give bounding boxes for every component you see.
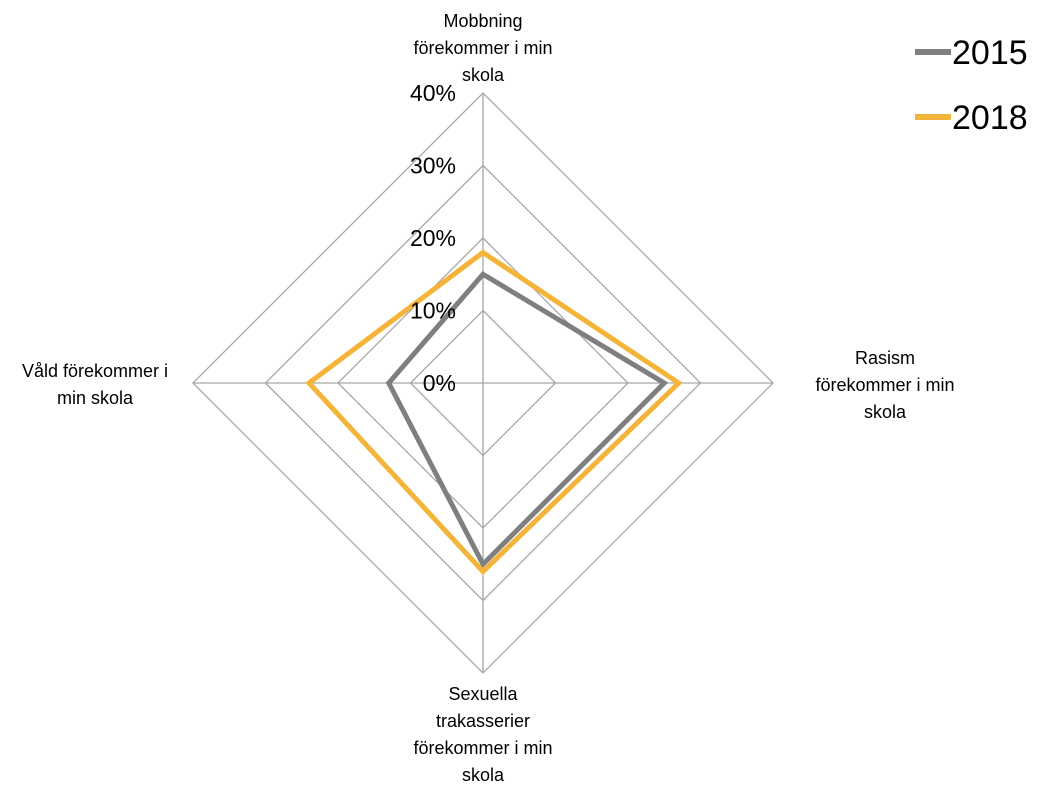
- category-label: Mobbning förekommer i min skola: [413, 11, 552, 85]
- series-line-2018: [305, 249, 683, 576]
- tick-label: 20%: [410, 225, 456, 251]
- category-label: Rasism förekommer i min skola: [815, 348, 954, 422]
- series-layer: [305, 249, 683, 576]
- tick-label: 30%: [410, 153, 456, 179]
- tick-label: 40%: [410, 80, 456, 106]
- legend-label-2015: 2015: [952, 34, 1028, 72]
- legend-label-2018: 2018: [952, 99, 1028, 137]
- radial-tick-labels: 0% 10% 20% 30% 40%: [410, 80, 456, 396]
- tick-label: 0%: [423, 370, 456, 396]
- radar-spokes: [193, 93, 773, 673]
- tick-label: 10%: [410, 298, 456, 324]
- category-label: Sexuella trakasserier förekommer i min skol…: [413, 684, 552, 785]
- series-line-2015: [385, 271, 669, 569]
- category-labels: Mobbning förekommer i min skola Rasism förek…: [22, 11, 955, 785]
- category-label: Våld förekommer i min skola: [22, 361, 168, 408]
- legend: 2015 2018: [915, 34, 1028, 137]
